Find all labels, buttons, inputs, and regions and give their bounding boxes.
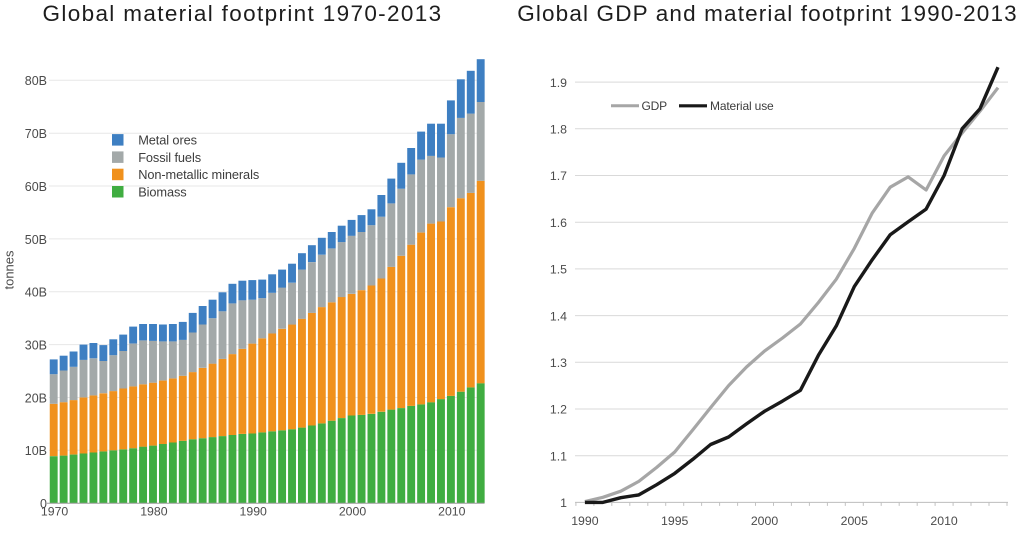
svg-text:1.9: 1.9 [550, 76, 567, 90]
svg-text:20B: 20B [25, 391, 47, 405]
svg-text:2000: 2000 [339, 505, 367, 519]
svg-text:50B: 50B [25, 233, 47, 247]
svg-text:2000: 2000 [751, 514, 779, 528]
svg-text:1.2: 1.2 [550, 403, 567, 417]
svg-text:1970: 1970 [41, 505, 69, 519]
svg-text:1.8: 1.8 [550, 123, 567, 137]
svg-text:Metal ores: Metal ores [138, 133, 197, 148]
svg-text:2010: 2010 [930, 514, 958, 528]
svg-text:30B: 30B [25, 339, 47, 353]
svg-text:1990: 1990 [571, 514, 599, 528]
svg-text:1: 1 [560, 496, 567, 510]
svg-text:70B: 70B [25, 127, 47, 141]
svg-text:0: 0 [40, 497, 47, 511]
svg-text:Global material footprint 1970: Global material footprint 1970-2013 [43, 1, 443, 26]
svg-text:2010: 2010 [438, 505, 466, 519]
svg-text:80B: 80B [25, 74, 47, 88]
svg-text:1980: 1980 [140, 505, 168, 519]
svg-text:10B: 10B [25, 444, 47, 458]
svg-text:1.6: 1.6 [550, 216, 567, 230]
svg-text:1.3: 1.3 [550, 356, 567, 370]
svg-text:Non-metallic minerals: Non-metallic minerals [138, 167, 259, 182]
svg-text:40B: 40B [25, 286, 47, 300]
svg-text:tonnes: tonnes [2, 250, 17, 290]
svg-text:1.4: 1.4 [550, 309, 567, 323]
svg-text:1995: 1995 [661, 514, 689, 528]
svg-text:Biomass: Biomass [138, 184, 186, 199]
svg-text:Material use: Material use [710, 99, 774, 113]
svg-text:Global GDP and material footpr: Global GDP and material footprint 1990-2… [517, 1, 1018, 26]
svg-text:1990: 1990 [240, 505, 268, 519]
svg-text:1.7: 1.7 [550, 169, 567, 183]
svg-text:GDP: GDP [642, 99, 668, 113]
svg-text:1.1: 1.1 [550, 449, 567, 463]
svg-text:2005: 2005 [841, 514, 869, 528]
svg-text:Fossil fuels: Fossil fuels [138, 150, 201, 165]
svg-text:60B: 60B [25, 180, 47, 194]
svg-text:1.5: 1.5 [550, 263, 567, 277]
